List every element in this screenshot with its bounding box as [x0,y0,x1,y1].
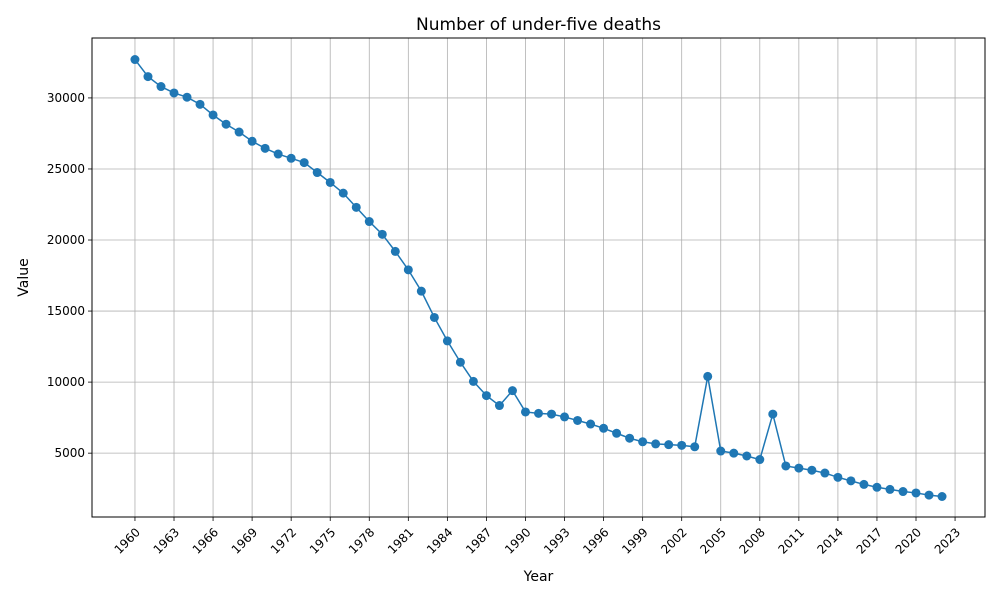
data-point [664,440,674,450]
data-point [742,451,752,461]
y-tick-label: 5000 [54,446,85,460]
data-point [677,440,687,450]
y-tick-label: 30000 [47,91,85,105]
data-point [625,433,635,443]
data-point [429,312,439,322]
data-point [273,149,283,159]
y-axis-label: Value [16,258,32,296]
data-point [416,286,426,296]
data-point [807,465,817,475]
data-point [716,446,726,456]
data-point [364,217,374,227]
data-point [534,408,543,418]
data-point [351,202,361,212]
y-tick-label: 10000 [47,375,85,389]
y-tick-label: 25000 [47,162,85,176]
data-point [156,82,166,92]
data-point [820,468,830,478]
data-point [937,491,947,501]
data-point [729,448,739,458]
grid-lines [92,38,985,517]
data-point [403,265,413,275]
data-point [325,177,335,187]
data-point [507,386,517,396]
data-series [130,55,947,501]
data-point [859,479,869,489]
data-point [169,88,179,98]
data-point [481,391,491,401]
data-point [599,423,609,433]
data-point [260,143,270,153]
data-point [195,99,205,109]
data-point [885,484,895,494]
plot-frame [91,37,986,518]
x-axis-label: Year [523,569,554,585]
data-point [833,472,843,482]
data-point [130,55,140,65]
y-tick-label: 15000 [47,304,85,318]
data-point [924,490,934,500]
data-point [377,229,387,239]
data-point [573,415,583,425]
data-point [455,357,465,367]
data-point [560,412,570,422]
data-point [690,442,700,452]
data-point [911,488,921,498]
data-point [794,463,804,473]
data-point [781,461,791,471]
data-point [898,487,908,497]
data-point [494,401,504,411]
data-point [872,482,882,492]
data-point [703,371,713,381]
data-point [520,407,530,417]
data-point [586,419,596,429]
data-point [638,437,648,447]
data-point [338,188,348,198]
data-point [390,246,400,256]
data-point [846,476,856,486]
data-point [286,153,296,163]
data-point [768,409,778,419]
data-point [247,136,257,146]
data-point [208,110,218,120]
data-point [234,127,244,137]
data-point [755,455,765,465]
data-point [468,376,478,386]
data-point [299,158,309,168]
data-point [182,92,192,102]
data-point [312,168,322,178]
data-point [221,119,231,129]
data-point [442,336,452,346]
data-point [612,428,622,438]
data-point [143,72,153,82]
y-tick-label: 20000 [47,233,85,247]
data-point [547,409,557,419]
chart-title: Number of under-five deaths [416,15,661,35]
data-point [651,439,661,449]
